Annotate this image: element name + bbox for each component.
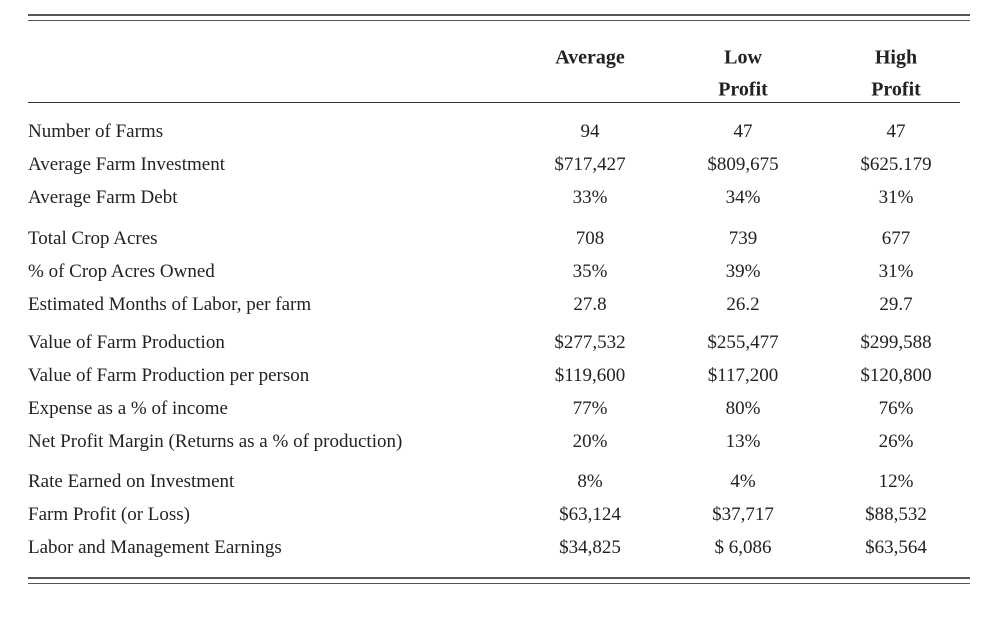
column-header: Profit: [871, 78, 921, 101]
cell: 34%: [725, 187, 761, 208]
cell: $299,588: [860, 332, 932, 353]
cell: 94: [580, 121, 600, 142]
row-label: Net Profit Margin (Returns as a % of pro…: [28, 431, 403, 452]
cell: 26.2: [726, 294, 760, 315]
row-label: % of Crop Acres Owned: [28, 261, 215, 282]
row-label: Total Crop Acres: [28, 228, 158, 249]
cell: 29.7: [879, 294, 913, 315]
cell: 12%: [878, 471, 914, 492]
top-rule: [28, 14, 970, 16]
column-header: Profit: [718, 78, 768, 101]
cell: 33%: [572, 187, 608, 208]
cell: $119,600: [554, 365, 626, 386]
row-label: Average Farm Investment: [28, 154, 225, 175]
cell: 80%: [725, 398, 761, 419]
cell: 739: [728, 228, 758, 249]
cell: 8%: [577, 471, 603, 492]
row-label: Farm Profit (or Loss): [28, 504, 191, 525]
cell: $37,717: [712, 504, 774, 525]
row-label: Labor and Management Earnings: [28, 537, 282, 558]
top-rule: [28, 20, 970, 21]
cell: $ 6,086: [714, 537, 772, 558]
row-label: Estimated Months of Labor, per farm: [28, 294, 312, 315]
row-label: Number of Farms: [28, 121, 164, 142]
cell: $63,124: [559, 504, 621, 525]
row-label: Value of Farm Production: [28, 332, 225, 353]
cell: $117,200: [707, 365, 779, 386]
cell: $120,800: [860, 365, 932, 386]
cell: 26%: [878, 431, 914, 452]
cell: $63,564: [865, 537, 927, 558]
cell: 77%: [572, 398, 608, 419]
cell: 13%: [725, 431, 761, 452]
cell: $34,825: [559, 537, 621, 558]
row-label: Average Farm Debt: [28, 187, 178, 208]
bottom-rule: [28, 583, 970, 584]
cell: 4%: [730, 471, 756, 492]
cell: $277,532: [554, 332, 626, 353]
column-header: Average: [555, 46, 625, 69]
column-header: Low: [724, 46, 762, 69]
cell: 39%: [725, 261, 761, 282]
cell: $717,427: [554, 154, 626, 175]
cell: $809,675: [707, 154, 779, 175]
bottom-rule: [28, 577, 970, 579]
cell: 76%: [878, 398, 914, 419]
row-label: Value of Farm Production per person: [28, 365, 310, 386]
cell: $625.179: [860, 154, 932, 175]
header-rule: [28, 102, 960, 103]
cell: 31%: [878, 261, 914, 282]
cell: $88,532: [865, 504, 927, 525]
cell: 20%: [572, 431, 608, 452]
row-label: Expense as a % of income: [28, 398, 228, 419]
cell: $255,477: [707, 332, 779, 353]
cell: 47: [733, 121, 753, 142]
column-header: High: [874, 46, 918, 69]
row-label: Rate Earned on Investment: [28, 471, 235, 492]
cell: 677: [881, 228, 911, 249]
cell: 35%: [572, 261, 608, 282]
cell: 27.8: [573, 294, 607, 315]
cell: 47: [886, 121, 906, 142]
cell: 708: [575, 228, 605, 249]
cell: 31%: [878, 187, 914, 208]
